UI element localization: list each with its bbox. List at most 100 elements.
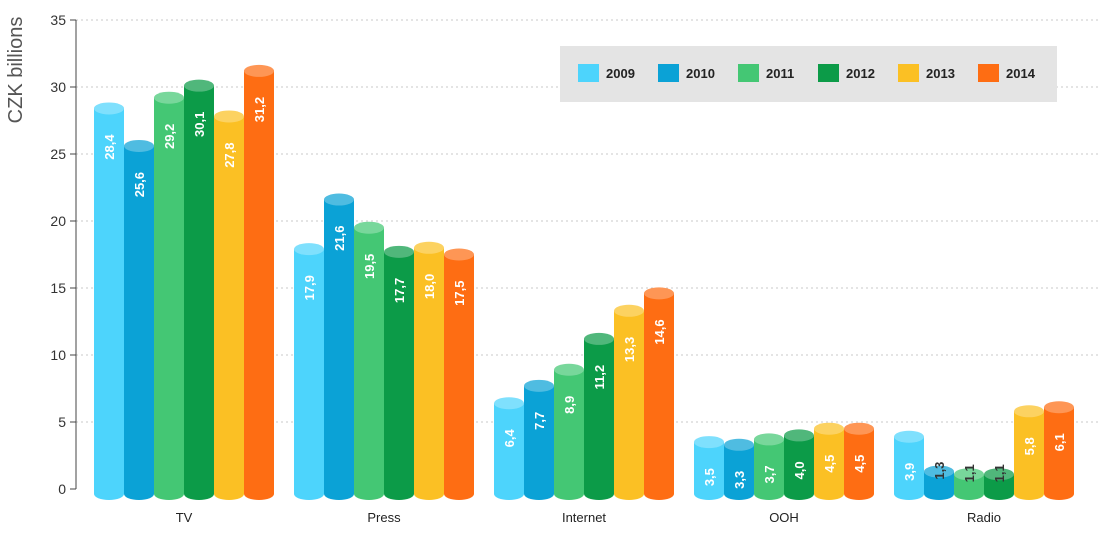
bar-body <box>94 108 124 494</box>
legend-item-2014: 2014 <box>978 64 1036 82</box>
bar-body <box>754 439 784 494</box>
bar-body <box>844 428 874 494</box>
data-label: 13,3 <box>622 337 637 362</box>
bar-top <box>1014 405 1044 418</box>
bar-body <box>384 251 414 494</box>
bar-top <box>924 465 954 478</box>
legend-label: 2010 <box>686 66 715 81</box>
bar-top <box>644 287 674 300</box>
data-label: 5,8 <box>1022 437 1037 455</box>
bar: 18,0 <box>414 241 444 500</box>
data-label: 27,8 <box>222 142 237 167</box>
bar-top <box>244 64 274 77</box>
bar-body <box>644 293 674 494</box>
legend-item-2012: 2012 <box>818 64 875 82</box>
legend-swatch <box>578 64 599 82</box>
bar: 6,1 <box>1044 401 1074 500</box>
x-tick-label: Radio <box>967 510 1001 525</box>
bar: 7,7 <box>524 379 554 500</box>
bar-group-press: 17,9 21,6 19,5 17,7 18,0 17,5 <box>294 193 474 500</box>
bar: 3,9 <box>894 430 924 500</box>
data-label: 28,4 <box>102 134 117 160</box>
bar: 11,2 <box>584 332 614 500</box>
data-label: 19,5 <box>362 254 377 279</box>
legend-label: 2013 <box>926 66 955 81</box>
bar: 17,9 <box>294 243 324 500</box>
legend: 2009 2010 2011 2012 2013 2014 <box>560 46 1057 102</box>
bar-body <box>1044 407 1074 494</box>
bar: 3,3 <box>724 438 754 500</box>
bar: 3,7 <box>754 433 784 500</box>
legend-item-2010: 2010 <box>658 64 715 82</box>
legend-swatch <box>658 64 679 82</box>
bar-top <box>954 468 984 481</box>
bar-group-ooh: 3,5 3,3 3,7 4,0 4,5 4,5 <box>694 422 874 500</box>
x-tick-label: Internet <box>562 510 606 525</box>
data-label: 3,7 <box>762 465 777 483</box>
data-label: 21,6 <box>332 226 347 251</box>
bar-body <box>124 145 154 494</box>
data-label: 3,3 <box>732 471 747 489</box>
bar-top <box>754 433 784 446</box>
bar: 1,1 <box>954 464 984 500</box>
data-label: 25,6 <box>132 172 147 197</box>
bar: 21,6 <box>324 193 354 500</box>
bar: 1,1 <box>984 464 1014 500</box>
bar-body <box>814 428 844 494</box>
bar-top <box>724 438 754 451</box>
data-label: 17,5 <box>452 281 467 306</box>
bar-top <box>1044 401 1074 414</box>
bar-body <box>614 310 644 494</box>
bar-top <box>584 332 614 345</box>
bar-top <box>984 468 1014 481</box>
y-axis-label: CZK billions <box>5 17 27 124</box>
data-label: 29,2 <box>162 124 177 149</box>
bar-top <box>414 241 444 254</box>
legend-item-2011: 2011 <box>738 64 794 82</box>
bar-body <box>184 85 214 494</box>
data-label: 6,4 <box>502 428 517 447</box>
bar-body <box>694 442 724 494</box>
legend-item-2009: 2009 <box>578 64 635 82</box>
bar-body <box>294 249 324 494</box>
bar: 8,9 <box>554 363 584 500</box>
y-tick-label: 10 <box>50 347 66 363</box>
bar-body <box>214 116 244 494</box>
legend-label: 2014 <box>1006 66 1036 81</box>
bar-top <box>214 110 244 123</box>
bar-body <box>924 471 954 494</box>
bar: 1,3 <box>924 462 954 500</box>
data-label: 11,2 <box>592 365 607 390</box>
bar-body <box>494 403 524 494</box>
bar: 29,2 <box>154 91 184 500</box>
bar-body <box>354 227 384 494</box>
y-tick-label: 30 <box>50 79 66 95</box>
bar: 3,5 <box>694 436 724 500</box>
legend-swatch <box>818 64 839 82</box>
data-label: 3,9 <box>902 463 917 481</box>
bar-body <box>724 444 754 494</box>
legend-swatch <box>898 64 919 82</box>
data-label: 6,1 <box>1052 433 1067 451</box>
bar-top <box>614 304 644 317</box>
bar-group-tv: 28,4 25,6 29,2 30,1 27,8 31,2 <box>94 64 274 500</box>
data-label: 4,5 <box>852 455 867 473</box>
data-label: 18,0 <box>422 274 437 299</box>
bar-top <box>294 243 324 256</box>
bar-top <box>494 397 524 410</box>
bar: 17,7 <box>384 245 414 500</box>
legend-item-2013: 2013 <box>898 64 955 82</box>
y-tick-label: 15 <box>50 280 66 296</box>
bar: 4,5 <box>814 422 844 500</box>
y-axis: 0 5 10 15 20 25 30 35 <box>50 12 77 497</box>
bar: 27,8 <box>214 110 244 500</box>
data-label: 1,1 <box>962 464 977 482</box>
bar: 28,4 <box>94 102 124 500</box>
data-label: 17,7 <box>392 278 407 303</box>
legend-label: 2011 <box>766 66 794 81</box>
y-tick-label: 35 <box>50 12 66 28</box>
bar-top <box>354 221 384 234</box>
y-tick-label: 20 <box>50 213 66 229</box>
legend-swatch <box>978 64 999 82</box>
